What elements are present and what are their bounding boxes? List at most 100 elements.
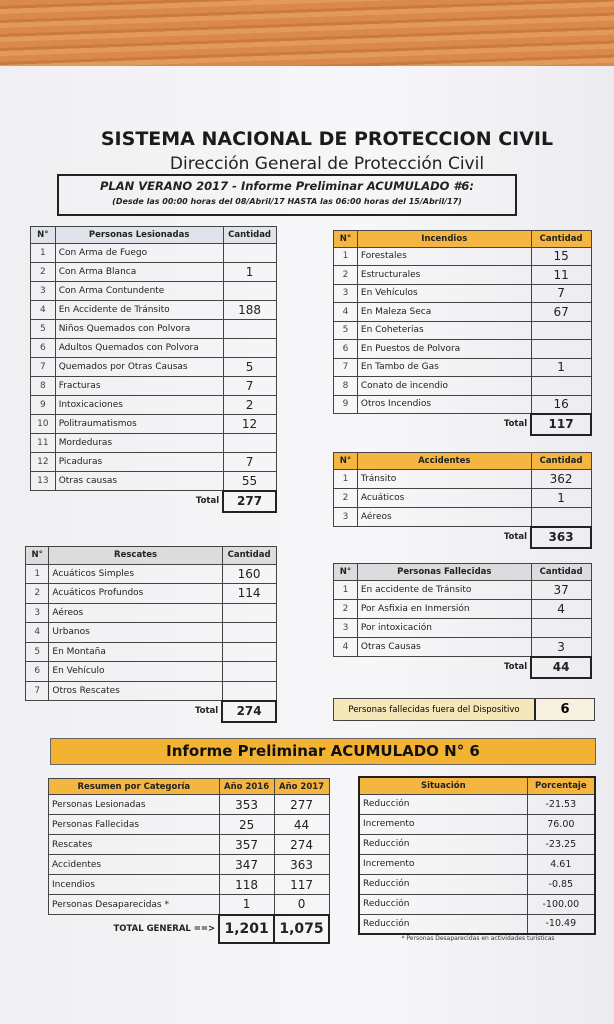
wood-table-background <box>0 0 614 70</box>
porcentaje-value: 4.61 <box>526 853 596 875</box>
table-situacion: Situación Porcentaje Reducción -21.53 Increm… <box>358 776 596 935</box>
category-label: Rescates <box>48 834 220 855</box>
row-number: 11 <box>30 433 56 453</box>
table-row: Reducción -10.49 <box>358 913 596 935</box>
row-label: Con Arma Blanca <box>54 262 224 282</box>
total-label: Total <box>503 662 528 673</box>
table-row: Incendios 118 117 <box>48 874 330 895</box>
row-quantity <box>222 281 277 301</box>
row-label: Acuáticos Simples <box>48 563 223 584</box>
porcentaje-value: -23.25 <box>526 833 596 855</box>
table-resumen-categoria: Resumen por Categoría Año 2016 Año 2017 Per… <box>48 778 330 944</box>
situacion-label: Reducción <box>358 833 528 855</box>
row-number: 3 <box>333 507 358 527</box>
row-number: 3 <box>30 281 56 301</box>
situacion-label: Reducción <box>358 913 528 935</box>
value-2016: 1 <box>218 894 275 915</box>
total-row: Total 117 <box>334 412 592 436</box>
value-2016: 347 <box>218 854 275 875</box>
row-number: 1 <box>333 469 358 489</box>
header-row: N° Personas Fallecidas Cantidad <box>333 563 592 581</box>
row-quantity <box>530 507 592 527</box>
row-label: En Vehículos <box>356 283 532 303</box>
table-incendios: N° Incendios Cantidad 1 Forestales 15 2 Estruct… <box>333 230 592 436</box>
row-label: Estructurales <box>356 265 532 285</box>
row-number: 9 <box>333 394 358 414</box>
value-2017: 274 <box>273 834 330 855</box>
table-row: 2 Con Arma Blanca 1 <box>30 262 277 282</box>
row-label: Aéreos <box>356 507 532 527</box>
situacion-label: Incremento <box>358 813 528 835</box>
table-row: 5 Niños Quemados con Polvora <box>30 319 277 339</box>
row-number: 4 <box>333 637 358 657</box>
row-quantity: 67 <box>530 302 592 322</box>
row-label: En Accidente de Tránsito <box>54 300 224 320</box>
row-label: Por intoxicación <box>356 618 532 638</box>
total-general-label: TOTAL GENERAL ==> <box>113 923 216 934</box>
table-row: 2 Acuáticos 1 <box>333 488 592 508</box>
row-number: 5 <box>333 320 358 340</box>
table-row: 2 Por Asfixia en Inmersión 4 <box>333 599 592 619</box>
total-value: 44 <box>530 655 592 679</box>
row-label: Aéreos <box>48 602 223 623</box>
column-header: N° <box>30 226 56 244</box>
total-value: 363 <box>530 525 592 549</box>
value-2017: 117 <box>273 874 330 895</box>
value-2016: 353 <box>218 794 275 815</box>
column-header: Año 2017 <box>273 778 330 795</box>
header-row: N° Incendios Cantidad <box>333 230 592 248</box>
total-value: 277 <box>222 489 277 513</box>
table-row: 1 Con Arma de Fuego <box>30 243 277 263</box>
column-header: Personas Lesionadas <box>54 226 224 244</box>
value-2016: 357 <box>218 834 275 855</box>
row-number: 8 <box>333 376 358 396</box>
row-label: En Vehículo <box>48 661 223 682</box>
row-label: Otros Rescates <box>48 680 223 701</box>
column-header: Porcentaje <box>526 776 596 795</box>
row-quantity: 160 <box>221 563 277 584</box>
fuera-label: Personas fallecidas fuera del Dispositiv… <box>334 699 536 720</box>
column-header: N° <box>333 452 358 470</box>
row-number: 2 <box>333 599 358 619</box>
row-label: Forestales <box>356 246 532 266</box>
row-number: 9 <box>30 395 56 415</box>
table-row: Reducción -21.53 <box>358 793 596 815</box>
table-row: 7 Quemados por Otras Causas 5 <box>30 357 277 377</box>
row-label: Otras Causas <box>356 637 532 657</box>
row-quantity: 1 <box>222 262 277 282</box>
table-row: 8 Conato de incendio <box>333 376 592 396</box>
row-label: Adultos Quemados con Polvora <box>54 338 224 358</box>
table-row: Reducción -23.25 <box>358 833 596 855</box>
table-row: 9 Intoxicaciones 2 <box>30 395 277 415</box>
plan-box: PLAN VERANO 2017 - Informe Preliminar AC… <box>57 174 517 216</box>
situacion-label: Reducción <box>358 893 528 915</box>
row-label: Con Arma de Fuego <box>54 243 224 263</box>
row-label: Urbanos <box>48 622 223 643</box>
row-number: 2 <box>333 265 358 285</box>
row-number: 4 <box>333 302 358 322</box>
table-row: 11 Mordeduras <box>30 433 277 453</box>
porcentaje-value: -0.85 <box>526 873 596 895</box>
row-number: 2 <box>333 488 358 508</box>
table-row: Reducción -0.85 <box>358 873 596 895</box>
value-2017: 44 <box>273 814 330 835</box>
row-label: Con Arma Contundente <box>54 281 224 301</box>
table-row: 2 Estructurales 11 <box>333 265 592 285</box>
table-row: 4 En Accidente de Tránsito 188 <box>30 300 277 320</box>
table-row: 3 Con Arma Contundente <box>30 281 277 301</box>
row-quantity: 55 <box>222 471 277 491</box>
row-label: Conato de incendio <box>356 376 532 396</box>
row-label: En Montaña <box>48 641 223 662</box>
table-row: 1 Forestales 15 <box>333 246 592 266</box>
column-header: Cantidad <box>530 452 592 470</box>
porcentaje-value: -100.00 <box>526 893 596 915</box>
table-row: 7 Otros Rescates <box>24 680 277 701</box>
row-quantity <box>222 319 277 339</box>
row-label: Niños Quemados con Polvora <box>54 319 224 339</box>
table-row: Rescates 357 274 <box>48 834 330 855</box>
value-2016: 25 <box>218 814 275 835</box>
table-accidentes: N° Accidentes Cantidad 1 Tránsito 362 2 Acuátic… <box>333 452 592 549</box>
column-header: Accidentes <box>356 452 532 470</box>
table-row: 3 En Vehículos 7 <box>333 283 592 303</box>
table-row: 10 Politraumatismos 12 <box>30 414 277 434</box>
